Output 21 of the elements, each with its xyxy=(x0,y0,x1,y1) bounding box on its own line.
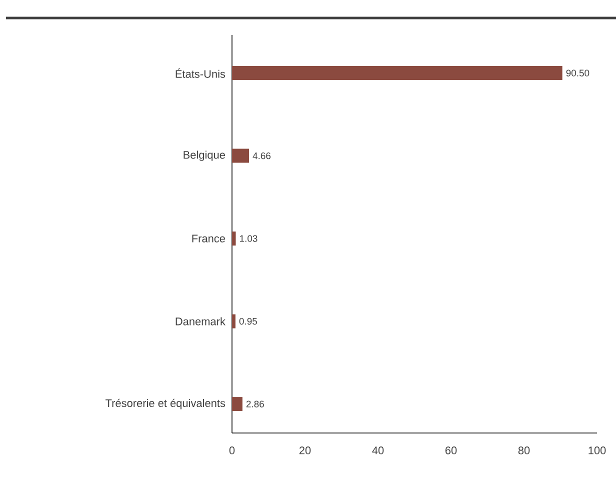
x-tick-label: 0 xyxy=(229,446,235,454)
data-label: 4.66 xyxy=(252,152,271,160)
data-label: 0.95 xyxy=(239,318,258,325)
y-tick-label: États-Unis xyxy=(176,68,226,78)
bar xyxy=(232,148,250,163)
data-label: 2.86 xyxy=(246,400,264,408)
bar xyxy=(232,66,562,80)
bar xyxy=(232,314,236,328)
data-label: 90.50 xyxy=(566,70,590,76)
y-tick-label: Trésorerie et équivalents xyxy=(106,398,226,410)
data-label: 1.03 xyxy=(240,235,258,242)
bar xyxy=(232,397,242,412)
y-tick-label: France xyxy=(192,234,225,242)
x-tick-label: 100 xyxy=(588,446,606,454)
bar xyxy=(232,232,236,246)
x-tick-label: 80 xyxy=(518,446,530,454)
y-tick-label: Danemark xyxy=(176,317,226,326)
y-tick-label: Belgique xyxy=(184,150,225,161)
x-tick-label: 40 xyxy=(372,446,384,454)
x-tick-label: 20 xyxy=(299,446,311,454)
x-tick-label: 60 xyxy=(445,446,457,454)
